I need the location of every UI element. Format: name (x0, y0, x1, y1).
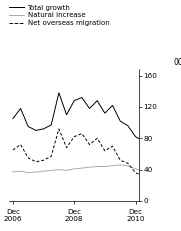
Text: 000: 000 (174, 58, 181, 67)
Legend: Total growth, Natural increase, Net overseas migration: Total growth, Natural increase, Net over… (6, 2, 112, 29)
